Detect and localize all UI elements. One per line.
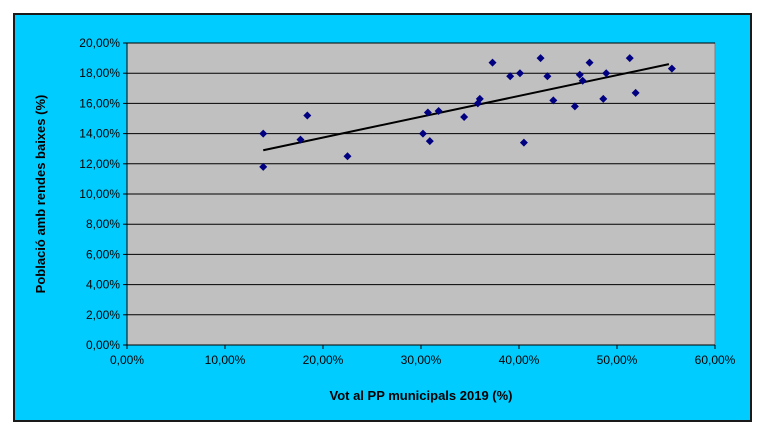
- data-point-27: [667, 64, 676, 73]
- y-tick-label-6: 12,00%: [79, 157, 120, 171]
- data-point-16: [536, 54, 545, 63]
- data-point-2: [296, 135, 305, 144]
- x-axis-title: Vot al PP municipals 2019 (%): [329, 388, 512, 403]
- data-points: [259, 54, 676, 171]
- chart-frame: 0,00% 2,00% 4,00% 6,00% 8,00% 10,00% 12,00% 14,…: [13, 13, 752, 422]
- y-tick-label-10: 20,00%: [79, 36, 120, 50]
- data-point-11: [475, 94, 484, 103]
- y-axis-title: Població amb rendes baixes (%): [33, 95, 48, 294]
- data-point-7: [425, 137, 434, 146]
- data-point-0: [259, 129, 268, 138]
- data-point-4: [343, 152, 352, 161]
- gridlines: [127, 42, 715, 316]
- data-point-1: [259, 162, 268, 171]
- y-tick-label-9: 18,00%: [79, 66, 120, 80]
- y-tick-label-1: 2,00%: [86, 308, 120, 322]
- data-point-9: [460, 112, 469, 121]
- x-tick-label-5: 50,00%: [597, 353, 638, 367]
- data-point-23: [599, 94, 608, 103]
- x-tick-label-6: 60,00%: [695, 353, 736, 367]
- y-tick-label-3: 6,00%: [86, 247, 120, 261]
- trendline: [263, 63, 670, 152]
- data-point-20: [575, 70, 584, 79]
- data-point-25: [625, 54, 634, 63]
- data-point-17: [543, 72, 552, 81]
- data-point-8: [434, 106, 443, 115]
- y-tick-label-5: 10,00%: [79, 187, 120, 201]
- data-point-26: [631, 88, 640, 97]
- data-point-15: [519, 138, 528, 147]
- y-tick-label-8: 16,00%: [79, 96, 120, 110]
- y-tick-label-2: 4,00%: [86, 278, 120, 292]
- data-point-12: [488, 58, 497, 67]
- tick-labels: 0,00% 2,00% 4,00% 6,00% 8,00% 10,00% 12,00% 14,…: [79, 36, 735, 367]
- data-point-3: [303, 111, 312, 120]
- chart-svg: 0,00% 2,00% 4,00% 6,00% 8,00% 10,00% 12,00% 14,…: [33, 36, 736, 403]
- data-point-21: [578, 76, 587, 85]
- data-point-18: [549, 96, 558, 105]
- x-tick-label-2: 20,00%: [303, 353, 344, 367]
- data-point-14: [515, 69, 524, 78]
- data-point-24: [602, 69, 611, 78]
- y-tick-label-4: 8,00%: [86, 217, 120, 231]
- x-tick-label-0: 0,00%: [110, 353, 144, 367]
- data-point-5: [418, 129, 427, 138]
- data-point-19: [570, 102, 579, 111]
- data-point-13: [506, 72, 515, 81]
- x-tick-label-4: 40,00%: [499, 353, 540, 367]
- x-tick-label-1: 10,00%: [205, 353, 246, 367]
- data-point-6: [423, 108, 432, 117]
- data-point-22: [585, 58, 594, 67]
- y-tick-label-0: 0,00%: [86, 338, 120, 352]
- x-tick-label-3: 30,00%: [401, 353, 442, 367]
- y-tick-label-7: 14,00%: [79, 127, 120, 141]
